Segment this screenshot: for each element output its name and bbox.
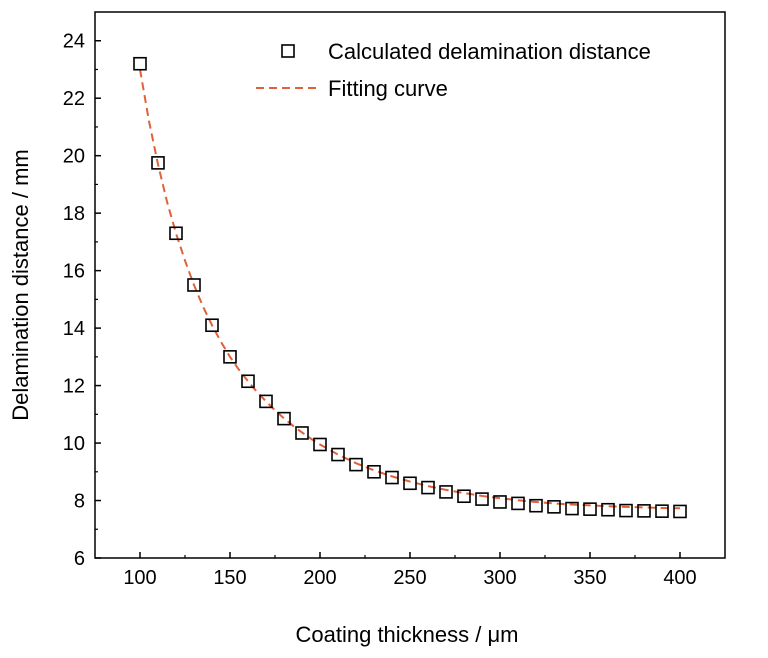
data-point	[475, 492, 489, 506]
data-point	[457, 489, 471, 504]
plot-area	[133, 56, 687, 519]
data-point	[655, 504, 669, 518]
y-tick-label: 8	[74, 491, 85, 513]
y-tick-label: 24	[63, 31, 85, 53]
data-point	[259, 394, 273, 409]
y-tick-label: 12	[63, 376, 85, 398]
data-point	[331, 447, 345, 462]
data-point	[637, 504, 651, 518]
data-point	[385, 470, 399, 485]
data-point	[295, 426, 309, 440]
data-point	[403, 476, 417, 491]
data-point	[511, 496, 525, 511]
y-tick-label: 10	[63, 433, 85, 455]
data-point	[187, 278, 201, 292]
x-tick-label: 250	[393, 567, 426, 589]
x-tick-label: 200	[303, 567, 336, 589]
y-tick-label: 14	[63, 318, 85, 340]
data-point	[493, 495, 507, 509]
data-point	[439, 485, 453, 499]
y-tick-label: 22	[63, 88, 85, 110]
x-tick-label: 100	[123, 567, 156, 589]
data-point	[223, 350, 237, 364]
data-point	[619, 503, 633, 518]
data-point	[673, 504, 687, 519]
legend-label-calculated: Calculated delamination distance	[328, 39, 651, 64]
legend-label-fitting: Fitting curve	[328, 76, 448, 101]
data-point	[529, 498, 543, 513]
data-point	[583, 502, 597, 516]
y-tick-label: 18	[63, 203, 85, 225]
data-point	[151, 156, 165, 170]
legend-marker-square	[281, 44, 295, 58]
data-point	[133, 56, 147, 71]
data-point	[241, 374, 255, 389]
x-axis-label: Coating thickness / μm	[296, 622, 519, 647]
y-axis-label: Delamination distance / mm	[8, 149, 33, 420]
data-point	[313, 437, 327, 452]
x-tick-label: 150	[213, 567, 246, 589]
data-point	[367, 464, 381, 479]
y-tick-label: 6	[74, 548, 85, 570]
data-point	[547, 500, 561, 514]
data-point	[421, 480, 435, 495]
data-point	[601, 502, 615, 517]
data-point	[169, 226, 183, 241]
data-point	[277, 411, 291, 426]
data-point	[565, 501, 579, 516]
data-point	[205, 318, 219, 333]
axes: 100 150 200 250 300 350 400 6 8 10 12 14 16 18 20 22 24	[63, 11, 726, 589]
x-tick-label: 300	[483, 567, 516, 589]
data-point	[349, 457, 363, 472]
legend: Calculated delamination distance Fitting…	[256, 39, 651, 101]
y-tick-label: 16	[63, 261, 85, 283]
x-tick-label: 350	[573, 567, 606, 589]
y-tick-label: 20	[63, 146, 85, 168]
x-tick-label: 400	[663, 567, 696, 589]
